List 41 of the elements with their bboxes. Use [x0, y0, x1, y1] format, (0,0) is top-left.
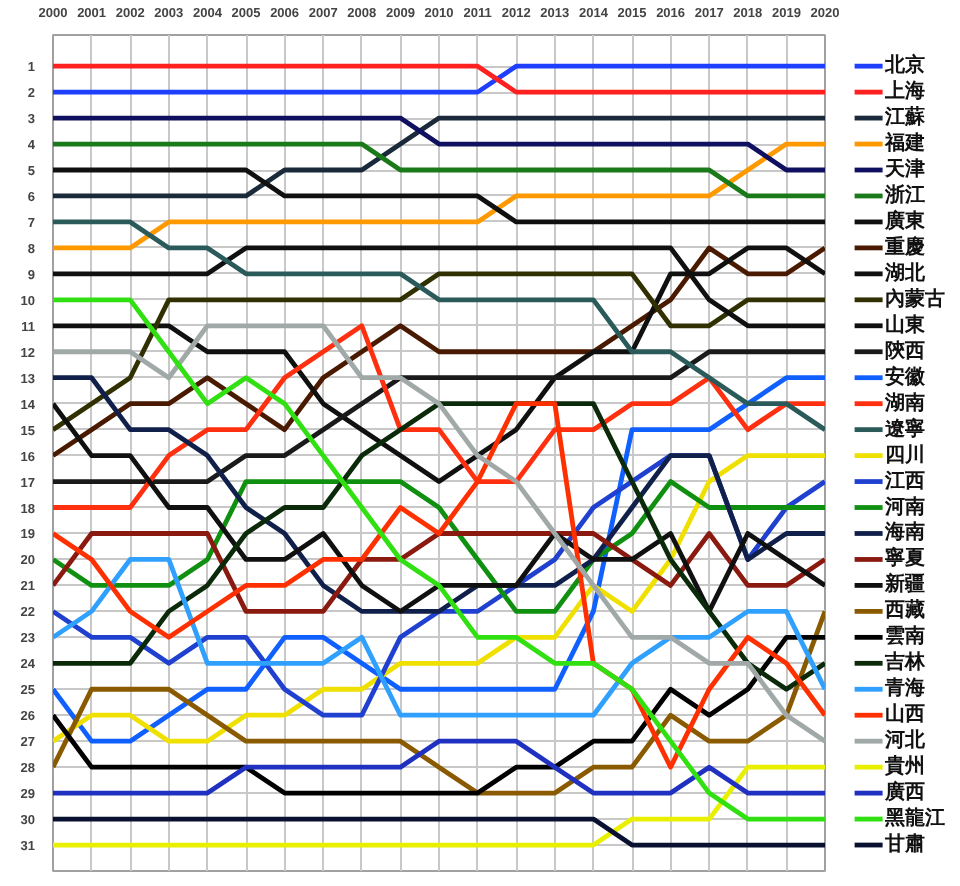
- legend-label: 海南: [882, 520, 925, 545]
- legend-label: 湖南: [882, 390, 925, 415]
- legend-label: 重慶: [882, 234, 925, 259]
- legend-label: 甘肅: [882, 832, 925, 857]
- legend-label: 黑龍江: [882, 806, 945, 831]
- legend-label: 貴州: [882, 754, 925, 779]
- legend-label: 內蒙古: [884, 286, 945, 311]
- legend-label: 湖北: [882, 260, 927, 285]
- legend-label: 四川: [884, 442, 925, 467]
- legend-label: 雲南: [884, 624, 925, 649]
- legend-label: 吉林: [882, 650, 927, 675]
- line-series: [53, 297, 825, 822]
- legend-label: 北京: [882, 53, 925, 78]
- legend-label: 福建: [882, 131, 925, 156]
- legend-label: 山西: [884, 702, 925, 727]
- legend-label: 寧夏: [882, 546, 925, 571]
- line-series: [53, 141, 825, 251]
- legend-label: 安徽: [884, 364, 927, 389]
- legend-label: 遼寧: [882, 416, 925, 441]
- line-series: [53, 531, 825, 614]
- legend-label: 河北: [882, 728, 927, 753]
- legend-label: 上海: [882, 79, 925, 104]
- legend-label: 廣西: [882, 780, 925, 805]
- legend-label: 陝西: [884, 338, 925, 363]
- legend-label: 天津: [882, 157, 925, 182]
- legend-label: 山東: [884, 312, 927, 337]
- legend-label: 浙江: [882, 182, 925, 207]
- legend-label: 江西: [882, 468, 925, 493]
- line-series: [53, 401, 825, 692]
- legend-label: 青海: [882, 676, 925, 701]
- legend-label: 廣東: [882, 208, 927, 233]
- line-series: [53, 115, 825, 199]
- line-series: [53, 557, 825, 718]
- legend-label: 江蘇: [882, 105, 927, 130]
- legend-label: 河南: [882, 494, 925, 519]
- legend-label: 新疆: [882, 572, 925, 597]
- line-series: [53, 479, 825, 614]
- line-series: [53, 271, 825, 433]
- legend-label: 西藏: [882, 598, 925, 623]
- line-series: [53, 219, 825, 433]
- line-series: [53, 323, 825, 510]
